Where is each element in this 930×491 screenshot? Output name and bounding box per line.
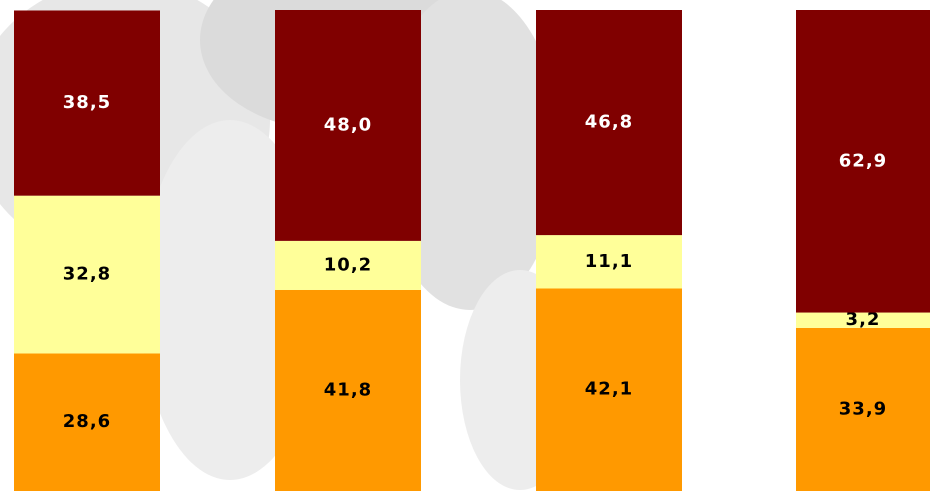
bar-segment	[796, 312, 930, 328]
bar-segment	[14, 353, 160, 491]
data-label: 42,1	[585, 379, 633, 400]
bar-segment	[14, 195, 160, 354]
bar-segment	[796, 327, 930, 491]
data-label: 41,8	[324, 379, 372, 400]
bar-segment	[536, 288, 682, 491]
data-label: 38,5	[63, 92, 111, 113]
bar-segment	[796, 10, 930, 313]
data-label: 33,9	[839, 398, 887, 419]
bar-segment	[275, 289, 421, 491]
bar-segment	[275, 10, 421, 241]
data-label: 32,8	[63, 264, 111, 285]
data-label: 46,8	[585, 112, 633, 133]
data-label: 11,1	[585, 251, 633, 272]
data-label: 48,0	[324, 114, 372, 135]
bar-segment	[536, 235, 682, 289]
data-label: 28,6	[63, 411, 111, 432]
data-label: 3,2	[846, 309, 881, 330]
bar-segment	[14, 10, 160, 196]
bar-segment	[275, 240, 421, 290]
bar-segment	[536, 10, 682, 236]
data-label: 10,2	[324, 254, 372, 275]
data-label: 62,9	[839, 150, 887, 171]
